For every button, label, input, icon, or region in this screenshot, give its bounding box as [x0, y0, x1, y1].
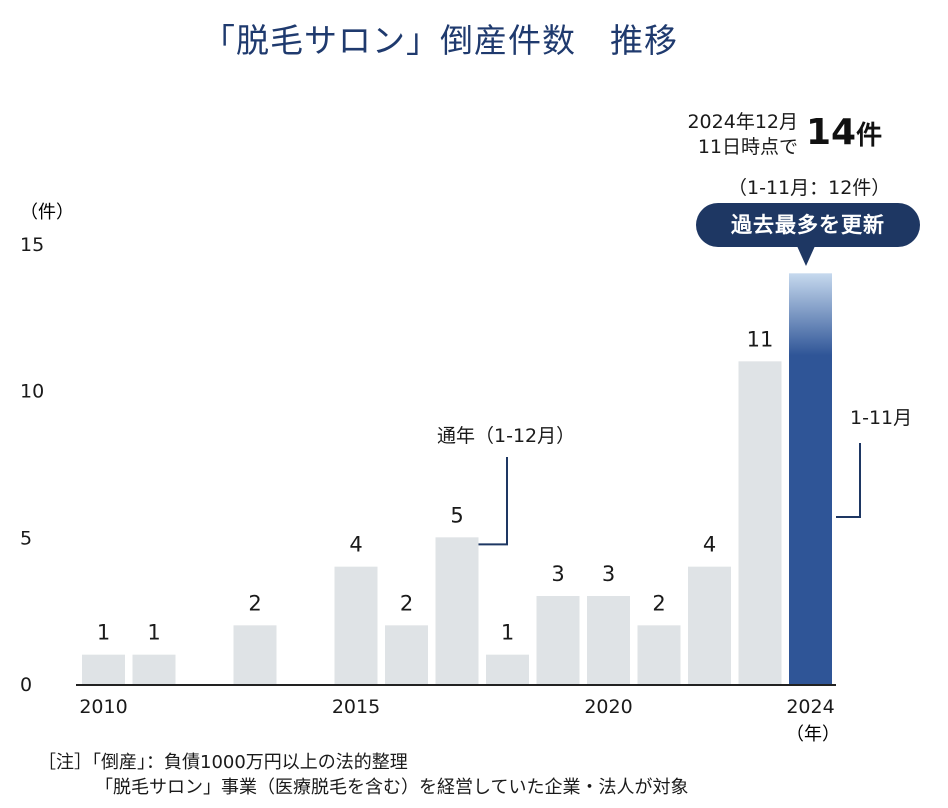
data-label-2016: 2	[400, 591, 413, 615]
bar-2016	[385, 625, 428, 684]
data-label-2019: 3	[551, 562, 564, 586]
x-tick-2024: 2024	[786, 696, 834, 718]
callout-count-unit: 件	[856, 121, 883, 151]
note-line2: 「脱毛サロン」事業（医療脱毛を含む）を経営していた企業・法人が対象	[95, 777, 689, 798]
bar-2017	[435, 537, 479, 684]
bar-2011	[132, 654, 176, 684]
data-label-2017: 5	[450, 503, 463, 527]
y-tick-10: 10	[20, 381, 44, 403]
bar-2015	[334, 566, 378, 684]
note-line1: ［注］「倒産」：負債1000万円以上の法的整理	[38, 752, 408, 773]
y-axis-label: （件）	[20, 202, 74, 223]
callout-count-number: 14	[806, 112, 857, 153]
callout-date-line1: 2024年12月	[687, 111, 798, 133]
bar-2022	[688, 566, 731, 684]
bar-2019	[536, 596, 580, 684]
partial-year-annotation: 1-11月	[850, 407, 913, 429]
bar-2010	[82, 654, 125, 684]
data-label-2021: 2	[652, 591, 665, 615]
x-tick-2015: 2015	[332, 696, 380, 718]
chart-title: 「脱毛サロン」倒産件数 推移	[202, 21, 678, 60]
data-label-2015: 4	[349, 533, 362, 557]
bar-2023	[738, 361, 782, 684]
x-axis-unit-label: （年）	[786, 724, 840, 745]
y-tick-5: 5	[20, 527, 32, 549]
badge-pointer-arrow	[797, 246, 815, 266]
record-high-badge: 過去最多を更新	[696, 203, 920, 247]
bar-2024	[789, 273, 832, 684]
full-year-leader-line	[478, 457, 508, 546]
data-label-2023: 11	[747, 327, 774, 351]
y-tick-0: 0	[20, 674, 32, 696]
bar-2013	[233, 625, 277, 684]
callout-date-line2: 11日時点で	[697, 136, 798, 158]
data-label-2010: 1	[97, 621, 110, 645]
x-tick-2010: 2010	[79, 696, 127, 718]
data-label-2018: 1	[501, 621, 514, 645]
data-label-2022: 4	[703, 533, 716, 557]
bar-2021	[637, 625, 681, 684]
callout-subtotal: （1-11月：12件）	[728, 177, 891, 199]
data-label-2011: 1	[147, 621, 160, 645]
y-tick-15: 15	[20, 234, 44, 256]
bar-2020	[587, 596, 630, 684]
data-label-2013: 2	[248, 591, 261, 615]
full-year-annotation: 通年（1-12月）	[437, 425, 576, 447]
partial-year-leader-line	[836, 443, 861, 518]
bar-2018	[486, 654, 529, 684]
x-tick-2020: 2020	[584, 696, 632, 718]
data-label-2020: 3	[602, 562, 615, 586]
